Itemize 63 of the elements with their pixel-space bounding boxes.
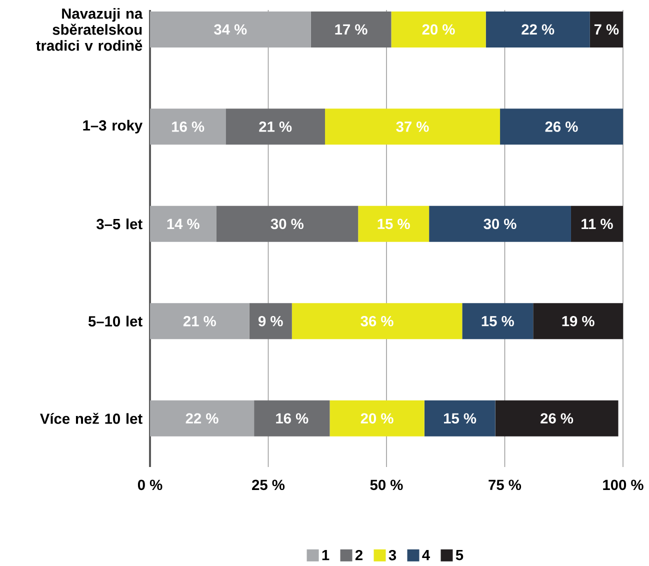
data-label: 36 % <box>360 316 394 326</box>
bar <box>570 206 623 242</box>
data-label: 30 % <box>270 218 304 230</box>
bar <box>150 303 250 340</box>
bar <box>150 108 226 145</box>
bar <box>292 303 462 340</box>
x-tick-label: 50 % <box>370 480 403 490</box>
legend-label: 1 <box>322 550 330 560</box>
bar <box>325 108 500 145</box>
bar <box>150 11 311 48</box>
bar <box>358 206 430 242</box>
data-label: 21 % <box>259 122 292 132</box>
data-label: 21 % <box>183 316 216 326</box>
data-label: 9 % <box>258 316 283 326</box>
legend-label: 4 <box>422 550 430 560</box>
data-label: 16 % <box>172 121 204 132</box>
bar <box>533 303 623 340</box>
bar <box>310 11 392 48</box>
data-label: 11 % <box>582 218 613 230</box>
data-label: 16 % <box>276 413 308 424</box>
y-tick-label: Navazuji na sběratelskou tradici v rodině <box>36 8 143 51</box>
data-label: 15 % <box>444 413 476 424</box>
x-tick-label: 0 % <box>138 480 162 490</box>
bar <box>150 400 254 436</box>
bar <box>495 400 618 436</box>
data-label: 19 % <box>562 316 594 326</box>
bar <box>249 303 292 340</box>
data-label: 17 % <box>335 24 368 35</box>
bar <box>150 206 216 242</box>
data-label: 26 % <box>540 413 574 424</box>
legend-label: 3 <box>388 550 396 560</box>
x-tick-label: 75 % <box>488 480 522 490</box>
bar <box>424 400 496 436</box>
bar <box>254 400 330 436</box>
y-tick-label: 3–5 let <box>96 218 142 230</box>
bar <box>462 303 534 340</box>
bar <box>486 11 590 48</box>
bar <box>226 108 326 145</box>
data-label: 20 % <box>360 413 394 424</box>
x-tick-label: 100 % <box>603 480 644 490</box>
bar <box>590 11 623 48</box>
data-label: 20 % <box>422 24 455 35</box>
data-label: 26 % <box>545 121 578 132</box>
data-label: 14 % <box>167 218 200 230</box>
bar <box>330 400 424 436</box>
data-label: 34 % <box>214 24 247 35</box>
bar <box>391 11 486 48</box>
y-tick-label: 1–3 roky <box>83 120 143 134</box>
data-label: 15 % <box>378 218 410 230</box>
legend-label: 5 <box>456 550 464 560</box>
data-label: 15 % <box>482 316 514 326</box>
y-tick-label: 5–10 let <box>88 316 142 327</box>
data-label: 22 % <box>186 413 218 424</box>
x-tick-label: 25 % <box>252 480 285 490</box>
legend-label: 2 <box>355 550 363 560</box>
data-label: 7 % <box>594 24 619 35</box>
bar <box>216 206 358 242</box>
data-label: 37 % <box>396 121 429 132</box>
data-label: 30 % <box>484 218 516 230</box>
bar <box>500 108 623 145</box>
y-tick-label: Více než 10 let <box>40 412 142 424</box>
bar <box>429 206 571 242</box>
data-label: 22 % <box>522 24 554 35</box>
